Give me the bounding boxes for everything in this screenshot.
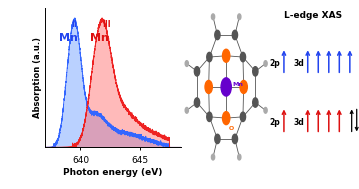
Circle shape xyxy=(207,52,212,62)
Circle shape xyxy=(240,52,246,62)
Circle shape xyxy=(264,108,267,113)
Circle shape xyxy=(238,14,241,20)
Circle shape xyxy=(185,61,188,66)
Circle shape xyxy=(211,14,215,20)
Circle shape xyxy=(194,67,200,76)
Text: 2p: 2p xyxy=(269,118,280,127)
Circle shape xyxy=(264,61,267,66)
Circle shape xyxy=(221,78,231,96)
Text: Mn: Mn xyxy=(232,82,243,87)
Circle shape xyxy=(253,98,258,107)
Circle shape xyxy=(238,154,241,160)
Circle shape xyxy=(194,98,200,107)
Text: III: III xyxy=(102,20,111,29)
Circle shape xyxy=(240,81,247,93)
Text: Mn: Mn xyxy=(59,33,78,43)
Circle shape xyxy=(253,67,258,76)
Circle shape xyxy=(232,134,238,144)
Circle shape xyxy=(207,112,212,122)
Circle shape xyxy=(211,154,215,160)
Text: 2p: 2p xyxy=(269,59,280,68)
Circle shape xyxy=(223,49,230,62)
Circle shape xyxy=(215,30,220,40)
X-axis label: Photon energy (eV): Photon energy (eV) xyxy=(64,167,163,177)
Circle shape xyxy=(215,134,220,144)
Text: L-edge XAS: L-edge XAS xyxy=(284,11,342,20)
Circle shape xyxy=(185,108,188,113)
Circle shape xyxy=(205,81,212,93)
Circle shape xyxy=(223,112,230,125)
Circle shape xyxy=(232,30,238,40)
Circle shape xyxy=(240,112,246,122)
Text: 3d: 3d xyxy=(294,118,305,127)
Text: 3d: 3d xyxy=(294,59,305,68)
Text: Mn: Mn xyxy=(90,33,109,43)
Text: II: II xyxy=(71,20,77,29)
Text: O: O xyxy=(229,126,234,131)
Y-axis label: Absorption (a.u.): Absorption (a.u.) xyxy=(33,37,42,118)
